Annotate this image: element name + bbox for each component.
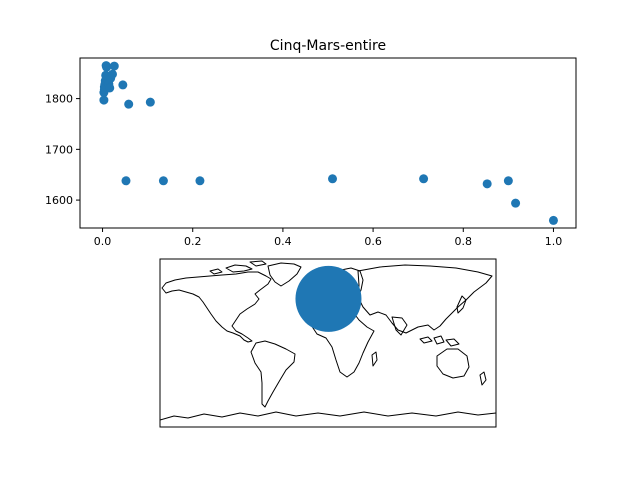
scatter-point — [195, 176, 205, 186]
borneo-coastline — [433, 335, 445, 345]
y-tick-label: 1600 — [45, 194, 73, 207]
scatter-points — [99, 61, 558, 225]
japan-coastline — [456, 295, 467, 314]
scatter-plot: Cinq-Mars-entire 0.0 0.2 0.4 0.6 0.8 1.0 1600… — [45, 38, 577, 248]
new-guinea-coastline — [445, 338, 460, 347]
australia-coastline — [436, 348, 470, 379]
scatter-axes-frame — [79, 57, 577, 229]
scatter-point — [105, 83, 115, 93]
map-frame — [159, 258, 497, 428]
india-coastline — [391, 316, 408, 336]
scatter-point — [124, 99, 134, 109]
scatter-point — [482, 179, 492, 189]
x-tick-label: 0.8 — [455, 235, 473, 248]
scatter-point — [109, 61, 119, 71]
x-tick-label: 0.2 — [184, 235, 202, 248]
asia-coastline — [357, 264, 493, 334]
new-zealand-coastline — [479, 371, 487, 386]
arctic-islands-coastline — [225, 264, 253, 273]
scatter-point — [503, 176, 513, 186]
scatter-point — [102, 62, 112, 72]
scatter-point — [121, 176, 131, 186]
madagascar-coastline — [371, 351, 378, 367]
scatter-point — [158, 176, 168, 186]
scatter-point — [419, 174, 429, 184]
arctic-island-coastline — [249, 260, 267, 267]
y-tick-label: 1700 — [45, 143, 73, 156]
antarctica-coastline — [160, 411, 496, 421]
scatter-point — [107, 69, 117, 79]
greenland-coastline — [267, 262, 302, 287]
y-tick-label: 1800 — [45, 93, 73, 106]
x-tick-label: 1.0 — [545, 235, 563, 248]
north-america-coastline — [161, 271, 272, 343]
sumatra-coastline — [419, 336, 433, 344]
x-tick-label: 0.0 — [94, 235, 112, 248]
scatter-point — [511, 198, 521, 208]
location-marker — [295, 265, 362, 332]
x-axis: 0.0 0.2 0.4 0.6 0.8 1.0 — [94, 228, 562, 248]
scatter-point — [328, 174, 338, 184]
south-america-coastline — [250, 340, 296, 408]
scatter-point — [99, 95, 109, 105]
world-map — [159, 258, 497, 428]
x-tick-label: 0.4 — [274, 235, 292, 248]
scatter-point — [548, 215, 558, 225]
scatter-point — [118, 80, 128, 90]
x-tick-label: 0.6 — [364, 235, 382, 248]
y-axis: 1600 1700 1800 — [45, 93, 80, 207]
scatter-point — [145, 97, 155, 107]
chart-title: Cinq-Mars-entire — [270, 38, 386, 54]
arctic-island-coastline — [209, 268, 223, 275]
